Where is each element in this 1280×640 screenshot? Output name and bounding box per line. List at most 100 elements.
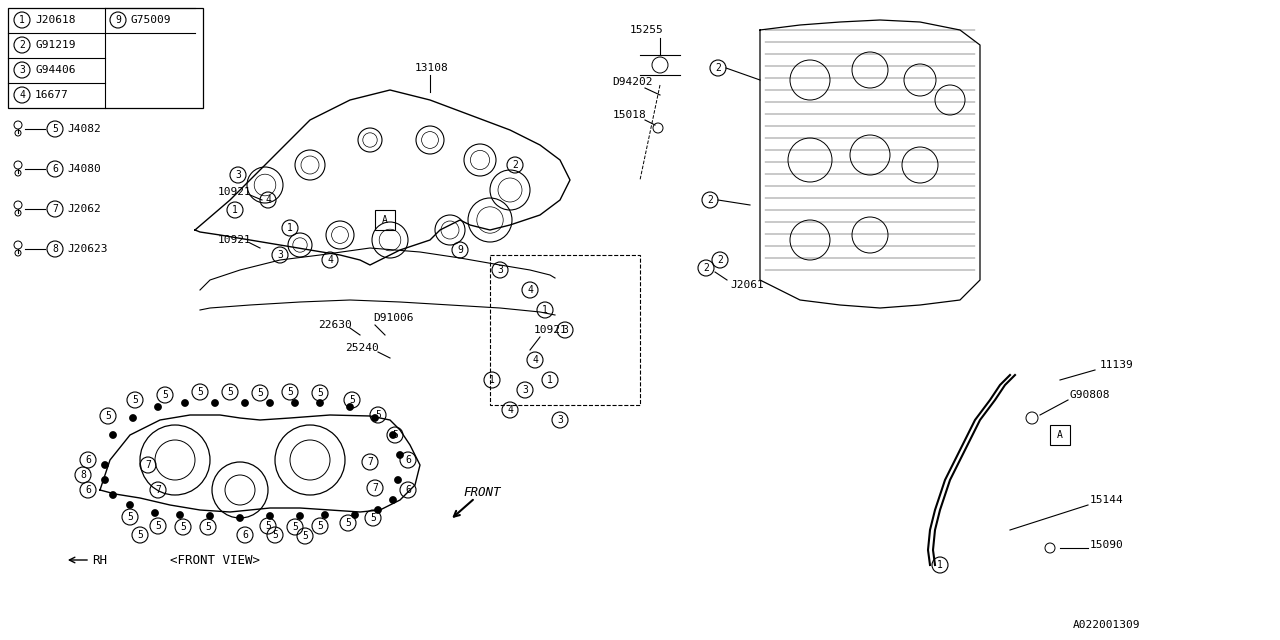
Text: 4: 4 — [328, 255, 333, 265]
Circle shape — [394, 477, 402, 483]
Text: J20623: J20623 — [67, 244, 108, 254]
Text: 2: 2 — [716, 63, 721, 73]
Text: 4: 4 — [527, 285, 532, 295]
Text: 1: 1 — [232, 205, 238, 215]
Text: J2061: J2061 — [730, 280, 764, 290]
Text: 5: 5 — [105, 411, 111, 421]
Circle shape — [237, 515, 243, 522]
Text: 3: 3 — [497, 265, 503, 275]
Circle shape — [292, 399, 298, 406]
Circle shape — [182, 399, 188, 406]
Circle shape — [266, 513, 274, 520]
Circle shape — [211, 399, 219, 406]
Text: 10921: 10921 — [218, 187, 252, 197]
Text: 4: 4 — [507, 405, 513, 415]
Text: 5: 5 — [273, 530, 278, 540]
Text: G91219: G91219 — [35, 40, 76, 50]
Text: 5: 5 — [317, 388, 323, 398]
Text: 2: 2 — [707, 195, 713, 205]
Text: 3: 3 — [19, 65, 24, 75]
Text: 6: 6 — [404, 485, 411, 495]
Text: 5: 5 — [163, 390, 168, 400]
Text: 6: 6 — [84, 485, 91, 495]
Circle shape — [101, 477, 109, 483]
Text: 13108: 13108 — [415, 63, 449, 73]
Text: RH: RH — [92, 554, 108, 566]
Text: 5: 5 — [346, 518, 351, 528]
Circle shape — [206, 513, 214, 520]
Text: 3: 3 — [522, 385, 527, 395]
Text: 15090: 15090 — [1091, 540, 1124, 550]
Text: 5: 5 — [349, 395, 355, 405]
Text: 7: 7 — [367, 457, 372, 467]
Text: 1: 1 — [287, 223, 293, 233]
Text: 1: 1 — [937, 560, 943, 570]
Text: 5: 5 — [287, 387, 293, 397]
Text: 5: 5 — [257, 388, 262, 398]
Text: 2: 2 — [512, 160, 518, 170]
Circle shape — [371, 415, 379, 422]
Circle shape — [242, 399, 248, 406]
Circle shape — [397, 451, 403, 458]
Text: J20618: J20618 — [35, 15, 76, 25]
Text: 9: 9 — [457, 245, 463, 255]
Text: 5: 5 — [292, 522, 298, 532]
Text: A022001309: A022001309 — [1073, 620, 1140, 630]
Text: 3: 3 — [557, 415, 563, 425]
Text: 16677: 16677 — [35, 90, 69, 100]
Text: 5: 5 — [155, 521, 161, 531]
Text: 3: 3 — [562, 325, 568, 335]
Text: 3: 3 — [276, 250, 283, 260]
Text: 5: 5 — [317, 521, 323, 531]
Text: 5: 5 — [127, 512, 133, 522]
Circle shape — [110, 492, 116, 499]
Text: 5: 5 — [227, 387, 233, 397]
Text: 6: 6 — [84, 455, 91, 465]
Text: 5: 5 — [180, 522, 186, 532]
Circle shape — [127, 502, 133, 509]
Text: 5: 5 — [137, 530, 143, 540]
Text: G94406: G94406 — [35, 65, 76, 75]
Text: 5: 5 — [52, 124, 58, 134]
Circle shape — [389, 431, 397, 438]
Circle shape — [375, 506, 381, 513]
Circle shape — [266, 399, 274, 406]
Text: 4: 4 — [265, 195, 271, 205]
Text: 7: 7 — [52, 204, 58, 214]
Text: 5: 5 — [132, 395, 138, 405]
Text: 4: 4 — [532, 355, 538, 365]
Text: G90808: G90808 — [1070, 390, 1111, 400]
Text: 2: 2 — [19, 40, 24, 50]
Circle shape — [101, 461, 109, 468]
Text: 2: 2 — [717, 255, 723, 265]
Circle shape — [129, 415, 137, 422]
Text: 2: 2 — [703, 263, 709, 273]
Text: J4080: J4080 — [67, 164, 101, 174]
Text: 11139: 11139 — [1100, 360, 1134, 370]
Circle shape — [347, 403, 353, 410]
Text: A: A — [381, 215, 388, 225]
Text: 7: 7 — [372, 483, 378, 493]
Text: 6: 6 — [404, 455, 411, 465]
Text: 7: 7 — [155, 485, 161, 495]
Text: 10921: 10921 — [218, 235, 252, 245]
Circle shape — [297, 513, 303, 520]
Text: 15018: 15018 — [613, 110, 646, 120]
Text: 4: 4 — [19, 90, 24, 100]
Text: J4082: J4082 — [67, 124, 101, 134]
Bar — [8, 8, 204, 108]
Text: 9: 9 — [115, 15, 120, 25]
Text: 15255: 15255 — [630, 25, 664, 35]
Text: 5: 5 — [302, 531, 308, 541]
Text: 7: 7 — [145, 460, 151, 470]
Text: 5: 5 — [205, 522, 211, 532]
Text: A: A — [1057, 430, 1062, 440]
Text: FRONT: FRONT — [463, 486, 500, 499]
Text: 1: 1 — [547, 375, 553, 385]
Circle shape — [155, 403, 161, 410]
Text: 10921: 10921 — [534, 325, 568, 335]
Text: G75009: G75009 — [131, 15, 170, 25]
Bar — [490, 255, 640, 405]
Text: D91006: D91006 — [372, 313, 413, 323]
Text: 3: 3 — [236, 170, 241, 180]
